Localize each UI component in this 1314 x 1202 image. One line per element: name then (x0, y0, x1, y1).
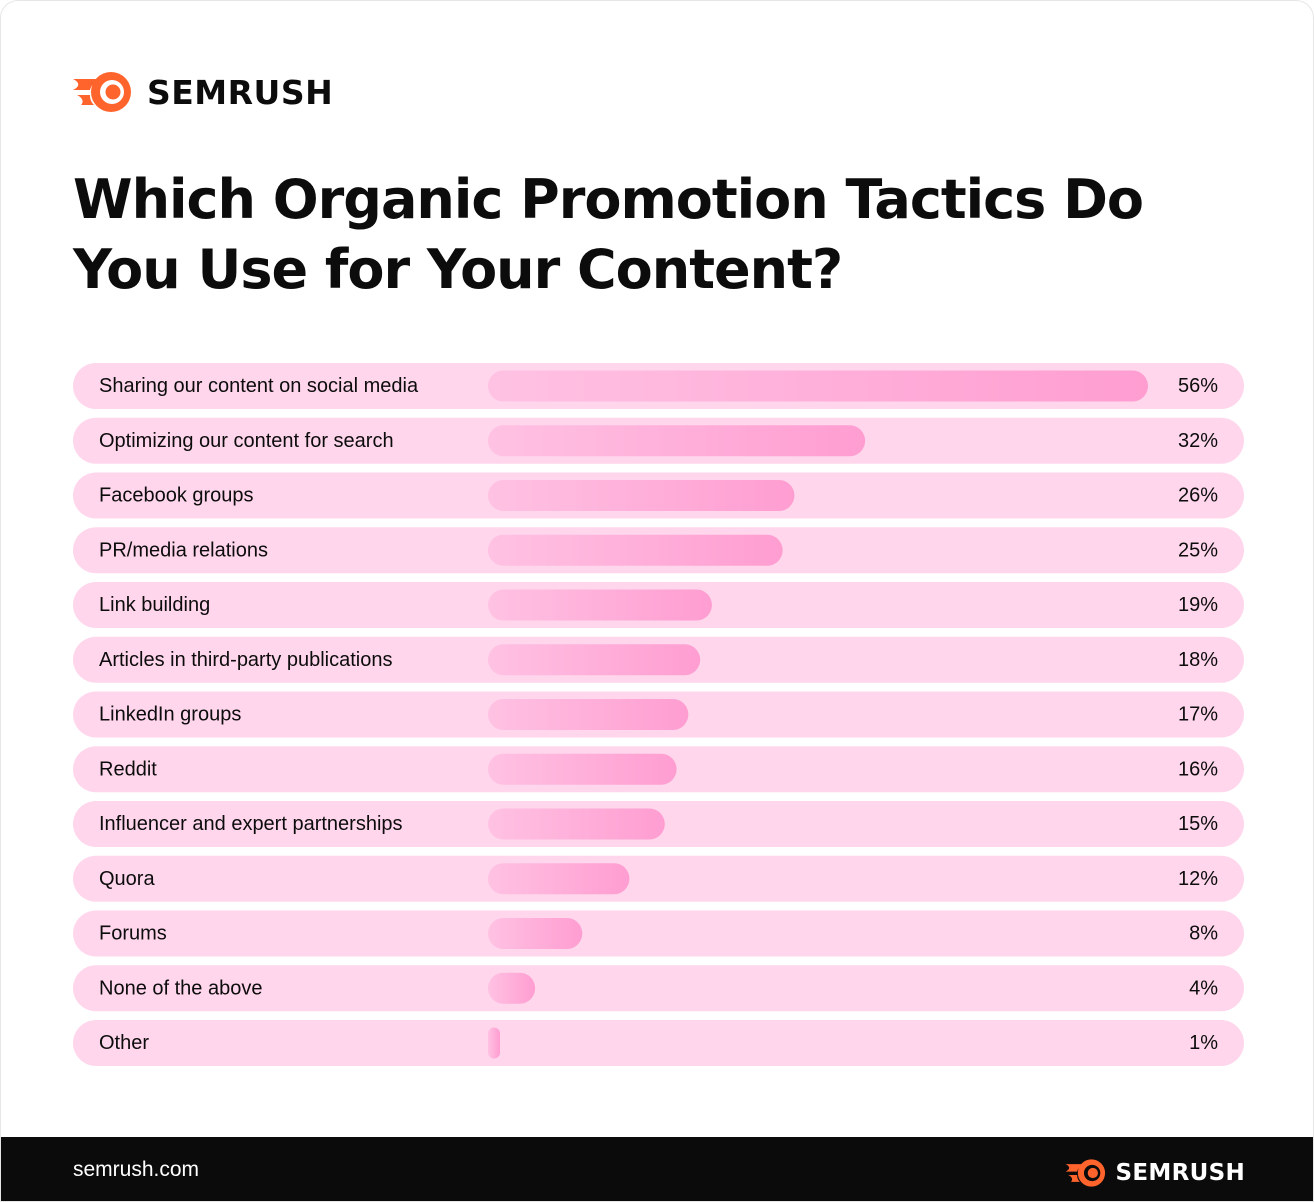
category-label: PR/media relations (99, 539, 268, 561)
value-label: 4% (1189, 977, 1218, 999)
bar (488, 808, 665, 840)
bar (488, 644, 701, 676)
category-label: Other (99, 1032, 149, 1054)
bar (488, 753, 677, 785)
bar (488, 972, 536, 1004)
footer-bar: semrush.com SEMRUSH (1, 1137, 1313, 1201)
category-label: Quora (99, 868, 155, 890)
value-label: 19% (1178, 594, 1218, 616)
bar (488, 699, 689, 730)
value-label: 16% (1178, 758, 1218, 780)
category-label: None of the above (99, 977, 262, 999)
value-label: 12% (1178, 868, 1218, 890)
bar (488, 370, 1148, 402)
semrush-fireball-icon (1065, 1159, 1105, 1187)
value-label: 1% (1189, 1032, 1218, 1054)
brand-name: SEMRUSH (147, 72, 334, 112)
value-label: 18% (1178, 649, 1218, 671)
value-label: 17% (1178, 704, 1218, 726)
bar (488, 918, 583, 949)
category-label: Influencer and expert partnerships (99, 813, 403, 835)
chart-row-background (73, 1020, 1244, 1066)
value-label: 8% (1189, 923, 1218, 945)
bar (488, 1027, 500, 1059)
category-label: Forums (99, 923, 167, 945)
bar (488, 863, 630, 895)
chart-row-background (73, 910, 1244, 957)
footer-brand: SEMRUSH (1064, 1158, 1245, 1188)
category-label: Reddit (99, 758, 157, 780)
chart-rows: Sharing our content on social media 56% Op… (73, 363, 1244, 1066)
bar (488, 425, 866, 457)
value-label: 25% (1178, 539, 1218, 561)
category-label: Facebook groups (99, 485, 254, 507)
value-label: 32% (1178, 430, 1218, 452)
category-label: Link building (99, 594, 210, 616)
bar (488, 534, 783, 566)
chart-row-background (73, 965, 1244, 1012)
value-label: 26% (1178, 485, 1218, 507)
chart-title: Which Organic Promotion Tactics Do You U… (73, 168, 1144, 301)
footer-site-link[interactable]: semrush.com (73, 1158, 200, 1181)
category-label: LinkedIn groups (99, 704, 241, 726)
value-label: 56% (1178, 375, 1218, 397)
category-label: Articles in third-party publications (99, 649, 392, 671)
footer-brand-name: SEMRUSH (1115, 1159, 1245, 1186)
chart-row-background (73, 855, 1244, 902)
bar (488, 589, 712, 621)
category-label: Sharing our content on social media (99, 375, 419, 397)
value-label: 15% (1178, 813, 1218, 835)
category-label: Optimizing our content for search (99, 430, 394, 452)
semrush-fireball-icon (73, 72, 131, 112)
bar (488, 480, 795, 511)
brand-header: SEMRUSH (71, 67, 333, 117)
